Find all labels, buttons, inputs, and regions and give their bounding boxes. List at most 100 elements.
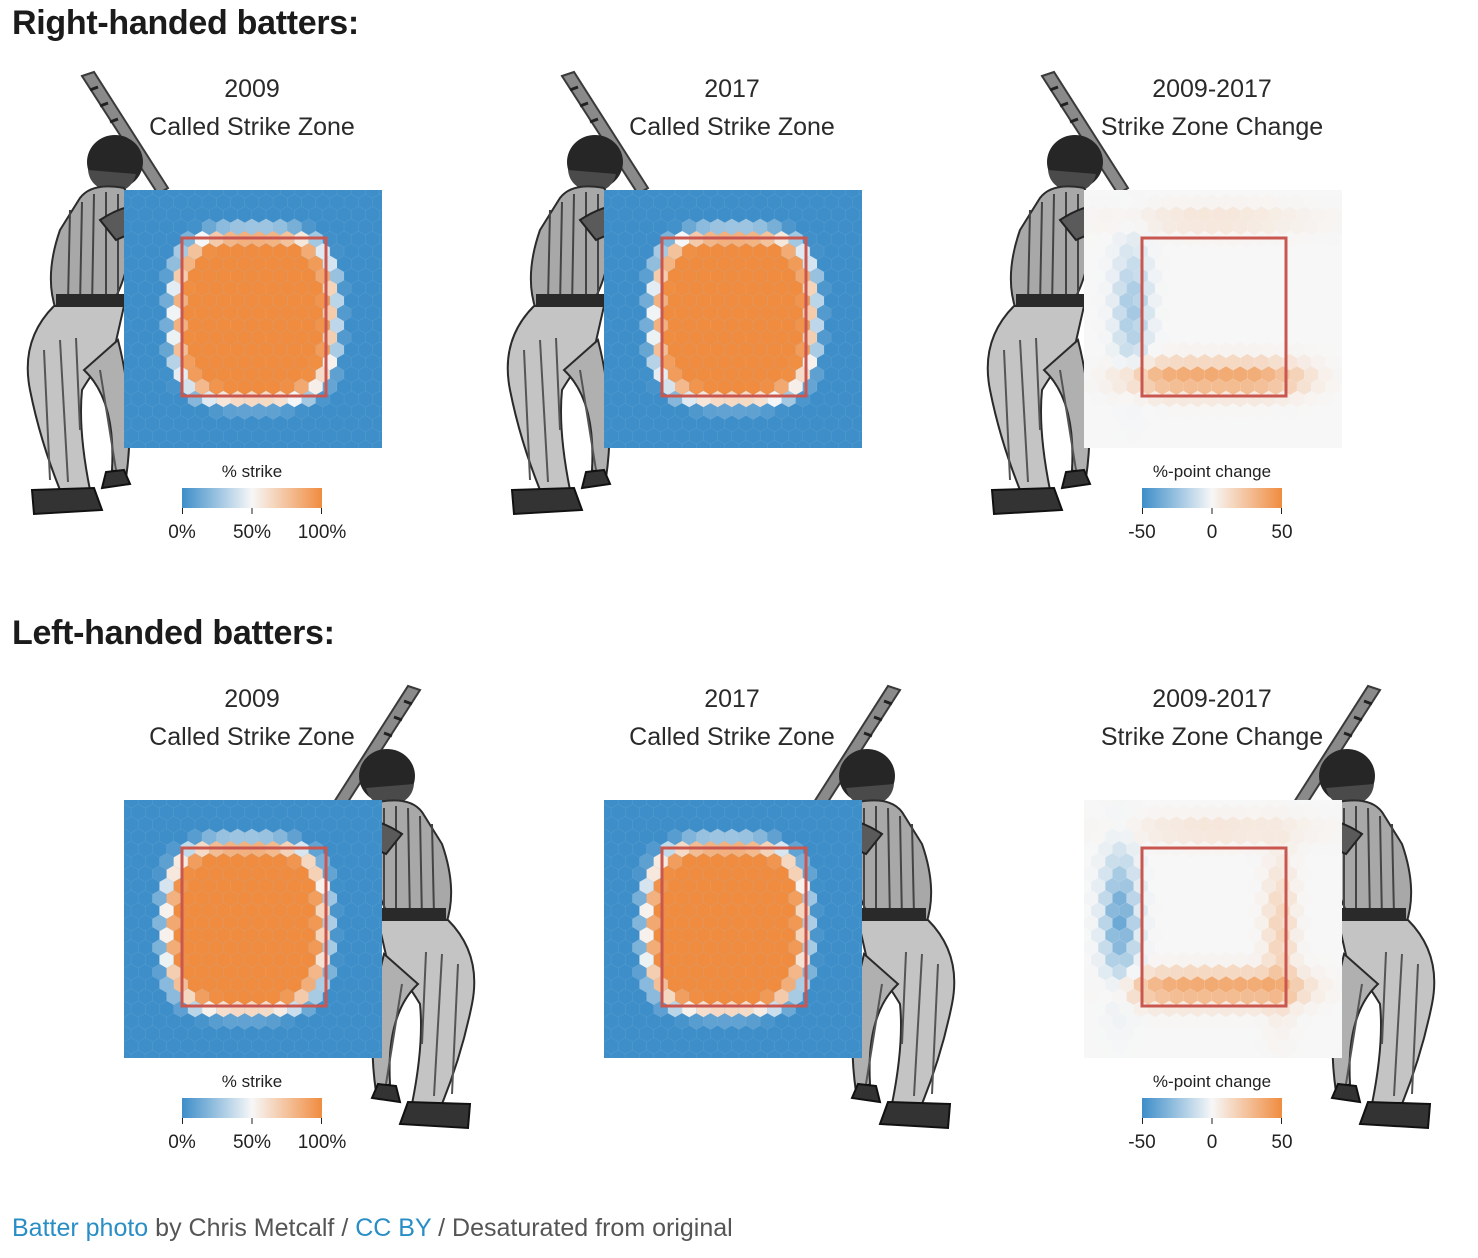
hexbin-cell [1318, 439, 1333, 448]
credits-suffix: / Desaturated from original [431, 1214, 733, 1242]
hexbin-cell [610, 439, 626, 448]
legend-color-bar [182, 488, 322, 508]
hexbin-cell [738, 1049, 754, 1058]
legend-title: %-point change [1152, 462, 1272, 481]
hexbin-cell [1104, 1049, 1120, 1058]
hexbin-cell [130, 439, 146, 448]
hexbin-cell [838, 1049, 853, 1058]
hexbin-cell [372, 439, 382, 448]
legend-tick-label: 50 [1271, 1132, 1292, 1153]
hexbin-cell [724, 1049, 740, 1058]
strike-zone-outline [660, 846, 808, 1008]
panel-title-year: 2017 [704, 75, 760, 103]
hexbin-cell [823, 439, 839, 448]
panel-title-label: Strike Zone Change [1100, 723, 1324, 751]
hexbin-cell [681, 439, 697, 448]
panel-title-rh-2009: 2009 Called Strike Zone [72, 70, 432, 146]
panel-title-year: 2009-2017 [1152, 685, 1272, 713]
hexbin-cell [230, 1049, 245, 1058]
legend-tick-label: 50 [1271, 522, 1292, 543]
hexbin-cells [124, 800, 382, 1058]
legend-rate-rh: % strike 0% 50% 100% [152, 462, 352, 552]
hexbin-cell [639, 1049, 655, 1058]
hexbin-cell [258, 1049, 274, 1058]
hexbin-cell [710, 439, 725, 448]
legend-scale: -50 0 50 [1128, 488, 1293, 543]
hexbin-cell [1090, 439, 1106, 448]
hexbin-cell [343, 1049, 359, 1058]
hexbin-cell [1104, 439, 1120, 448]
hexbin-cell [752, 1049, 768, 1058]
hexbin-cell [1161, 439, 1177, 448]
heatmap-lh-2009 [124, 800, 382, 1058]
hexbin-cell [159, 1049, 175, 1058]
hexbin-cell [838, 439, 853, 448]
hexbin-cell [1218, 1049, 1234, 1058]
hexbin-cells [1084, 190, 1342, 448]
hexbin-cell [301, 439, 316, 448]
hexbin-cell [809, 1049, 825, 1058]
hexbin-cell [287, 1049, 302, 1058]
legend-title: % strike [221, 1072, 283, 1091]
hexbin-cell [329, 1049, 345, 1058]
hexbin-cell [1275, 439, 1291, 448]
hexbin-cell [343, 439, 359, 448]
hexbin-cell [1176, 439, 1191, 448]
legend-scale: 0% 50% 100% [168, 1098, 346, 1153]
hexbin-cell [187, 439, 203, 448]
hexbin-cell [144, 439, 160, 448]
hexbin-cell [681, 1049, 697, 1058]
hexbin-cell [1147, 1049, 1163, 1058]
panel-title-year: 2017 [704, 685, 760, 713]
section-heading-right-handed: Right-handed batters: [12, 4, 359, 42]
hexbin-cell [624, 439, 640, 448]
hexbin-cell [795, 439, 811, 448]
legend-tick-label: -50 [1128, 522, 1155, 543]
panel-title-lh-2017: 2017 Called Strike Zone [552, 680, 912, 756]
hexbin-cell [124, 1049, 132, 1058]
hexbin-cell [696, 1049, 711, 1058]
panel-title-label: Called Strike Zone [629, 723, 835, 751]
hexbin-cell [624, 1049, 640, 1058]
hexbin-cell [1247, 439, 1262, 448]
strike-zone-outline [1140, 846, 1288, 1008]
legend-color-bar [182, 1098, 322, 1118]
legend-tick-label: 0 [1207, 1132, 1218, 1153]
hexbin-cell [1332, 1049, 1342, 1058]
hexbin-cell [1232, 1049, 1248, 1058]
hexbin-cell [329, 439, 345, 448]
legend-tick-label: 0% [168, 1132, 196, 1153]
hexbin-cell [287, 439, 302, 448]
legend-tick-label: 50% [233, 522, 271, 543]
cc-by-link[interactable]: CC BY [355, 1214, 432, 1242]
legend-tick-label: -50 [1128, 1132, 1155, 1153]
hexbin-cell [173, 1049, 189, 1058]
legend-tick-label: 0 [1207, 522, 1218, 543]
hexbin-cell [201, 1049, 217, 1058]
hexbin-cell [358, 1049, 373, 1058]
hexbin-cell [159, 439, 175, 448]
hexbin-cell [696, 439, 711, 448]
heatmap-lh-2017 [604, 800, 862, 1058]
hexbin-cell [852, 439, 862, 448]
panel-title-label: Strike Zone Change [1100, 113, 1324, 141]
strike-zone-outline [660, 236, 808, 398]
hexbin-cell [1261, 439, 1276, 448]
hexbin-cell [315, 439, 331, 448]
hexbin-cell [1190, 1049, 1205, 1058]
hexbin-cell [724, 439, 740, 448]
hexbin-cell [216, 439, 231, 448]
panel-title-label: Called Strike Zone [629, 113, 835, 141]
hexbin-cell [1119, 1049, 1135, 1058]
section-heading-left-handed: Left-handed batters: [12, 614, 335, 652]
hexbin-cell [1084, 439, 1092, 448]
batter-photo-link[interactable]: Batter photo [12, 1214, 149, 1242]
legend-color-bar [1142, 488, 1282, 508]
hexbin-cell [201, 439, 217, 448]
panel-title-lh-2009: 2009 Called Strike Zone [72, 680, 432, 756]
hexbin-cell [1133, 1049, 1149, 1058]
panel-title-label: Called Strike Zone [149, 723, 355, 751]
credits-by-text: by Chris Metcalf / [148, 1214, 356, 1242]
hexbin-cell [272, 1049, 288, 1058]
hexbin-cell [1261, 1049, 1276, 1058]
